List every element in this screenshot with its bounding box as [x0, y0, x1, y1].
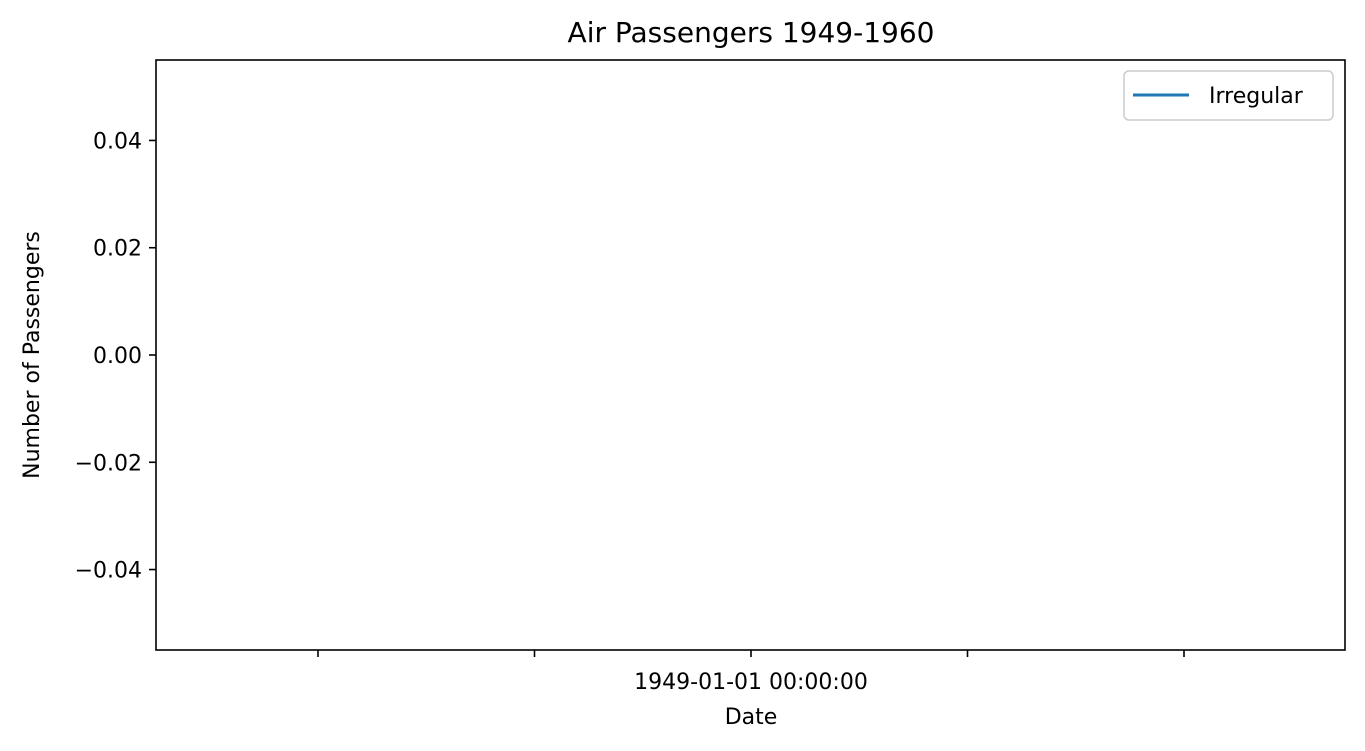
plot-area: [155, 59, 1346, 651]
x-axis-label: Date: [725, 705, 778, 730]
x-tick-label: 1949-01-01 00:00:00: [634, 670, 868, 695]
legend-label-irregular: Irregular: [1209, 84, 1304, 109]
y-axis-ticks: −0.04 −0.02 0.00 0.02 0.04: [75, 129, 156, 584]
y-tick-label: 0.00: [93, 344, 142, 369]
y-axis-label: Number of Passengers: [20, 231, 45, 479]
chart-title: Air Passengers 1949-1960: [568, 16, 935, 49]
legend: Irregular: [1123, 70, 1334, 121]
x-axis-ticks: 1949-01-01 00:00:00: [317, 650, 1185, 695]
y-tick-label: −0.04: [75, 559, 142, 584]
y-tick-label: 0.04: [93, 129, 142, 154]
legend-frame: [1123, 70, 1334, 121]
y-tick-label: −0.02: [75, 451, 142, 476]
y-tick-label: 0.02: [93, 237, 142, 262]
